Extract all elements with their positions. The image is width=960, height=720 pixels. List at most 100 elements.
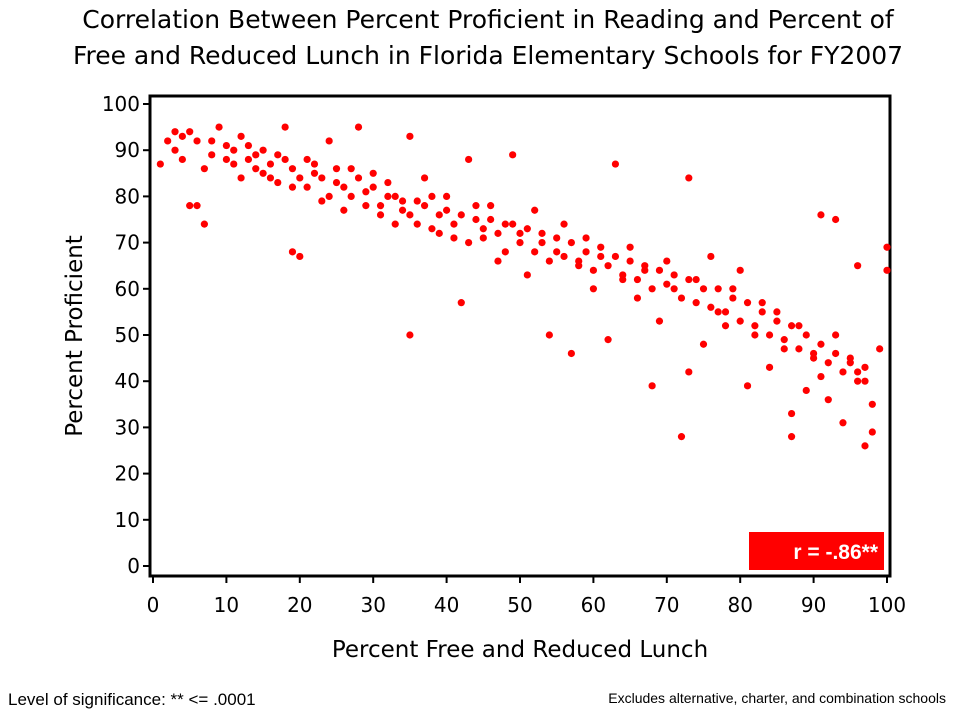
data-point [325, 137, 333, 145]
data-point [868, 428, 876, 436]
data-point [729, 285, 737, 293]
data-point [560, 220, 568, 228]
data-point [413, 220, 421, 228]
data-point [553, 234, 561, 242]
data-point [472, 202, 480, 210]
data-point [487, 215, 495, 224]
data-point [523, 271, 531, 279]
data-point [420, 202, 429, 210]
data-point [854, 368, 862, 376]
data-point [854, 377, 862, 385]
data-point [178, 155, 186, 164]
data-point [193, 137, 201, 145]
data-point [787, 322, 796, 330]
chart-title-line2: Free and Reduced Lunch in Florida Elemen… [73, 41, 903, 70]
data-point [575, 257, 583, 265]
data-point [428, 225, 436, 233]
data-point [259, 146, 267, 154]
data-point [501, 248, 509, 256]
data-point [773, 317, 781, 325]
data-point [589, 266, 598, 274]
data-point [281, 155, 289, 164]
data-point [494, 257, 502, 265]
chart-title-line1: Correlation Between Percent Proficient i… [82, 5, 895, 34]
data-point [244, 141, 253, 150]
data-point [619, 271, 627, 279]
data-point [479, 225, 487, 233]
data-point [883, 266, 891, 274]
data-point [817, 372, 825, 381]
data-point [861, 442, 869, 450]
data-point [582, 248, 590, 256]
data-point [758, 299, 766, 307]
y-tick-label: 90 [115, 138, 140, 162]
data-point [266, 174, 275, 182]
data-point [663, 280, 671, 288]
data-point [604, 262, 612, 270]
data-point [237, 132, 245, 140]
data-point [237, 174, 245, 182]
data-point [685, 275, 693, 284]
y-tick-label: 60 [115, 277, 140, 301]
x-tick-label: 50 [507, 593, 532, 617]
data-point [802, 331, 810, 339]
points-layer [156, 123, 891, 450]
y-tick-label: 100 [102, 92, 140, 116]
data-point [222, 155, 230, 164]
correlation-box [749, 532, 884, 570]
data-point [479, 234, 487, 242]
x-tick-label: 30 [360, 593, 385, 617]
data-point [677, 433, 686, 441]
data-point [699, 285, 708, 293]
x-tick-label: 80 [727, 593, 752, 617]
y-tick-label: 80 [115, 184, 140, 208]
data-point [670, 271, 678, 279]
data-point [516, 229, 524, 237]
data-point [347, 192, 355, 200]
data-point [516, 239, 524, 247]
data-point [861, 363, 869, 371]
data-point [406, 331, 414, 339]
data-point [252, 151, 260, 159]
data-point [384, 178, 392, 187]
data-point [274, 151, 282, 159]
data-point [787, 433, 796, 441]
data-point [208, 137, 216, 145]
significance-note: Level of significance: ** <= .0001 [8, 690, 256, 709]
data-point [318, 197, 326, 205]
y-tick-label: 10 [115, 508, 140, 532]
data-point [626, 243, 634, 251]
data-point [839, 368, 847, 376]
data-point [193, 202, 201, 210]
data-point [876, 345, 884, 353]
data-point [310, 169, 319, 177]
data-point [773, 308, 781, 316]
data-point [553, 248, 561, 256]
data-point [171, 128, 179, 136]
data-point [633, 275, 642, 284]
data-point [538, 229, 546, 237]
data-point [538, 239, 546, 247]
data-point [274, 178, 282, 187]
correlation-label: r = -.86** [793, 541, 878, 564]
x-tick-label: 40 [434, 593, 459, 617]
data-point [186, 202, 194, 210]
data-point [699, 340, 708, 348]
data-point [303, 155, 311, 164]
data-point [186, 128, 194, 136]
data-point [824, 396, 832, 404]
data-point [266, 160, 275, 168]
data-point [868, 400, 876, 408]
data-point [435, 211, 443, 219]
data-point [450, 234, 458, 242]
data-point [244, 155, 253, 164]
data-point [832, 349, 840, 358]
data-point [472, 215, 480, 224]
data-point [743, 382, 752, 390]
data-point [376, 211, 385, 219]
data-point [369, 169, 377, 177]
data-point [567, 349, 575, 358]
data-point [883, 243, 891, 251]
data-point [230, 160, 238, 168]
y-tick-label: 70 [115, 231, 140, 255]
